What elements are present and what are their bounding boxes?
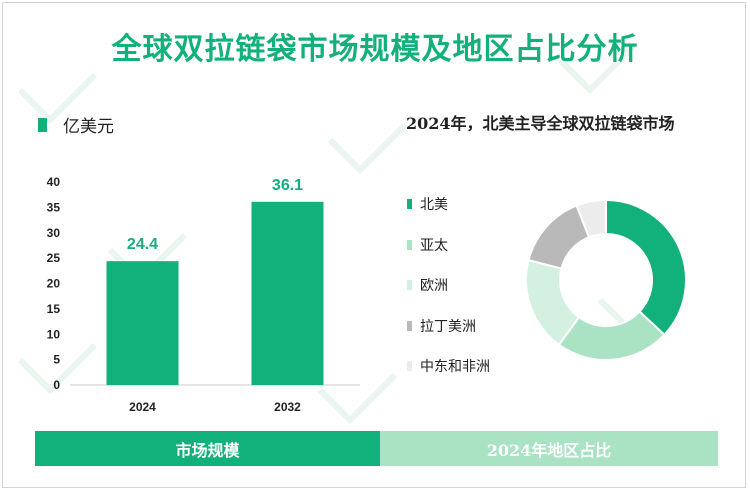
legend-item: 中东和非洲 [407, 356, 490, 376]
legend-item: 亚太 [407, 235, 490, 255]
legend-swatch [407, 239, 412, 250]
pie-slice [575, 200, 607, 239]
pie-slice [605, 200, 687, 337]
legend-item: 欧洲 [407, 275, 490, 295]
y-tick-label: 35 [47, 200, 61, 214]
bar [251, 201, 324, 385]
legend-swatch [407, 199, 412, 209]
chart-frame [2, 2, 746, 488]
bar-data-label: 24.4 [127, 236, 158, 253]
legend-item: 拉丁美洲 [407, 316, 490, 336]
unit-swatch [38, 117, 47, 132]
pie-legend: 北美亚太欧洲拉丁美洲中东和非洲 [407, 194, 490, 397]
y-tick-label: 15 [47, 302, 61, 316]
y-tick-label: 10 [47, 327, 61, 341]
bar-data-label: 36.1 [272, 177, 303, 194]
chart-title: 全球双拉链袋市场规模及地区占比分析 [111, 32, 639, 67]
x-tick-label: 2024 [129, 400, 156, 414]
legend-label: 中东和非洲 [420, 359, 490, 375]
unit-legend: 亿美元 [38, 112, 114, 137]
legend-label: 拉丁美洲 [420, 318, 476, 335]
donut-chart [525, 200, 687, 360]
y-tick-label: 30 [47, 226, 61, 240]
y-tick-label: 0 [53, 378, 60, 392]
legend-label: 亚太 [420, 237, 448, 254]
y-tick-label: 25 [47, 251, 61, 265]
legend-swatch [407, 320, 412, 331]
legend-swatch [407, 280, 412, 290]
y-tick-label: 20 [47, 277, 61, 291]
legend-label: 欧洲 [420, 278, 448, 294]
tab-region-share: 2024年地区占比 [380, 431, 718, 466]
donut-title: 2024年，北美主导全球双拉链袋市场 [406, 114, 675, 133]
unit-label: 亿美元 [63, 117, 114, 137]
y-tick-label: 5 [53, 353, 60, 367]
bar-chart: 0 5 10 15 20 25 30 35 40 24.4 2024 36.1 2032 [47, 175, 360, 414]
legend-item: 北美 [407, 194, 490, 214]
tab-market-size: 市场规模 [35, 431, 380, 466]
legend-swatch [407, 361, 412, 371]
bar [106, 261, 179, 385]
legend-label: 北美 [420, 197, 448, 213]
y-tick-label: 40 [47, 175, 61, 189]
x-tick-label: 2032 [274, 400, 301, 414]
